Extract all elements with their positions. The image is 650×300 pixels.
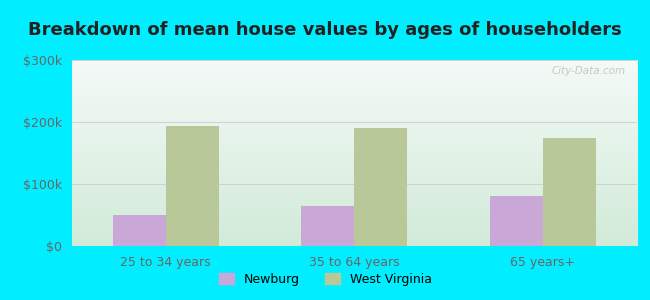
Legend: Newburg, West Virginia: Newburg, West Virginia	[213, 268, 437, 291]
Bar	[490, 196, 543, 246]
Bar	[354, 128, 407, 246]
Text: City-Data.com: City-Data.com	[552, 66, 626, 76]
Bar	[543, 137, 595, 246]
Bar	[302, 206, 354, 246]
Text: Breakdown of mean house values by ages of householders: Breakdown of mean house values by ages o…	[28, 21, 622, 39]
Bar	[113, 215, 166, 246]
Bar	[166, 126, 218, 246]
